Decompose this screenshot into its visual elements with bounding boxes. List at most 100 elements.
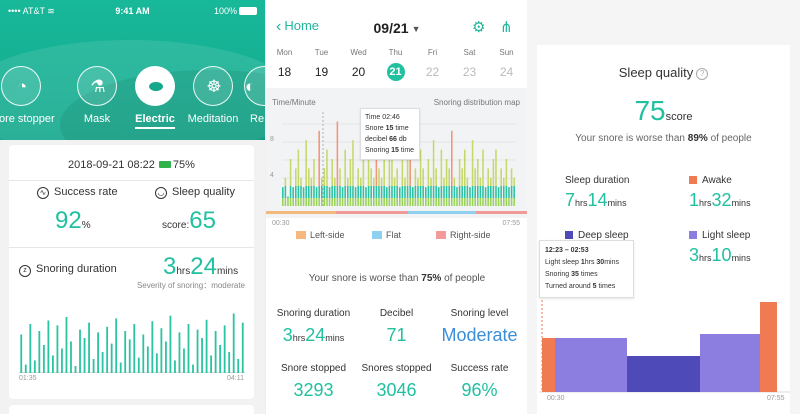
snoring-bar bbox=[232, 313, 235, 373]
day-mon[interactable]: Mon 18 bbox=[276, 48, 293, 79]
axis-start-label: 00:30 bbox=[547, 395, 565, 402]
status-bar: •••• AT&T ≋ 9:41 AM 100% bbox=[0, 6, 265, 20]
snoring-bar bbox=[456, 187, 458, 206]
day-sat[interactable]: Sat 23 bbox=[462, 48, 477, 79]
snoring-bar bbox=[106, 326, 109, 373]
snoring-bar bbox=[97, 332, 100, 373]
axis-start-label: 00:30 bbox=[272, 220, 290, 227]
daily-detail-screen: ‹ Home 09/21 ▼ ⚙ ⋔ Mon 18 Tue 19 Wed 20 Thu 21… bbox=[265, 0, 527, 414]
snoring-bar bbox=[79, 329, 81, 373]
back-button[interactable]: ‹ Home bbox=[276, 18, 320, 35]
snoring-bar bbox=[391, 140, 393, 206]
day-fri[interactable]: Fri 22 bbox=[425, 48, 440, 79]
snoring-bar bbox=[430, 177, 432, 206]
sleep-summary-card[interactable]: 2018-09-21 08:22 75% ∿ Success rate 92% ◡ S… bbox=[9, 145, 254, 399]
snoring-bar bbox=[497, 187, 500, 206]
snoring-bar bbox=[228, 352, 231, 373]
mode-relax[interactable]: ◐ Re bbox=[236, 66, 265, 125]
snoring-duration-label: z Snoring duration bbox=[19, 263, 117, 277]
day-sun[interactable]: Sun 24 bbox=[499, 48, 514, 79]
axis-start-label: 01:35 bbox=[19, 375, 37, 382]
snoring-bar bbox=[443, 177, 445, 206]
sleep-duration-cell: Sleep duration 7hrs14mins bbox=[565, 175, 630, 210]
battery-icon bbox=[158, 161, 171, 168]
snoring-bar bbox=[349, 159, 352, 206]
record-datetime: 2018-09-21 08:22 75% bbox=[68, 159, 195, 171]
mode-snore-stopper[interactable]: ◔ snore stopper bbox=[0, 66, 56, 125]
deep-sleep-segment bbox=[627, 356, 700, 392]
divider bbox=[9, 180, 254, 181]
y-tick-label: 4 bbox=[270, 172, 274, 179]
day-thu[interactable]: Thu 21 bbox=[377, 48, 414, 81]
snoring-bar bbox=[401, 149, 404, 206]
posture-right-side bbox=[336, 211, 408, 214]
pulse-icon: ∿ bbox=[37, 187, 49, 199]
success-rate-value: 92% bbox=[55, 207, 91, 234]
sleep-stage-chart[interactable] bbox=[527, 0, 800, 414]
mode-mask[interactable]: ⚗ Mask bbox=[62, 66, 132, 125]
snoring-bar bbox=[445, 159, 448, 206]
snoring-bar bbox=[432, 140, 435, 206]
snoring-bar bbox=[404, 177, 406, 206]
next-card[interactable] bbox=[9, 405, 254, 414]
snoring-bar bbox=[128, 339, 131, 373]
y-tick-label: 8 bbox=[270, 136, 274, 143]
snoring-bar bbox=[300, 177, 302, 206]
snoring-bar bbox=[490, 177, 492, 206]
snoring-bar bbox=[61, 348, 63, 373]
snoring-bar bbox=[241, 322, 244, 373]
light-sleep-segment bbox=[555, 338, 627, 392]
date-picker[interactable]: 09/21 ▼ bbox=[373, 20, 421, 36]
snoring-bar bbox=[417, 177, 419, 206]
snoring-distribution-chart[interactable]: Time/Minute Snoring distribution map 8 4… bbox=[266, 88, 527, 227]
snoring-bar bbox=[347, 177, 349, 206]
snoring-bar bbox=[477, 159, 479, 206]
snoring-bar bbox=[352, 140, 354, 206]
snoring-bar bbox=[461, 168, 463, 206]
tooltip-snore: Snore 15 time bbox=[365, 125, 409, 132]
snoring-bar bbox=[393, 177, 396, 206]
snoring-bar bbox=[192, 364, 194, 373]
snoring-bar bbox=[495, 149, 497, 206]
mode-meditation[interactable]: ☸ Meditation bbox=[178, 66, 248, 125]
snoring-bar bbox=[458, 159, 461, 206]
help-icon[interactable]: ? bbox=[696, 68, 709, 80]
snoring-bar bbox=[341, 187, 344, 206]
bottle-icon: ⚗ bbox=[90, 77, 106, 96]
snoring-timeline-chart[interactable] bbox=[19, 303, 245, 373]
day-tue[interactable]: Tue 19 bbox=[314, 48, 329, 79]
snoring-bar bbox=[282, 187, 284, 206]
axis-end-label: 07:55 bbox=[767, 395, 785, 402]
snoring-bar bbox=[466, 177, 469, 206]
share-icon[interactable]: ⋔ bbox=[500, 19, 513, 36]
snoring-bar bbox=[365, 187, 367, 206]
snoring-bar bbox=[305, 140, 307, 206]
snoring-bar bbox=[399, 187, 401, 206]
snoring-bar bbox=[88, 322, 90, 373]
axis-end-label: 07:55 bbox=[502, 220, 520, 227]
snoring-bar bbox=[287, 196, 289, 206]
snoring-bar bbox=[183, 348, 185, 373]
snoring-bar bbox=[210, 355, 213, 373]
snoring-bar bbox=[137, 357, 140, 373]
light-sleep-cell: Light sleep 3hrs10mins bbox=[689, 230, 751, 265]
snore-face-icon: z bbox=[19, 265, 31, 277]
snoring-bar bbox=[83, 338, 86, 373]
legend-left-side: Left-side bbox=[296, 230, 345, 240]
snoring-bar bbox=[169, 315, 172, 373]
settings-gear-icon[interactable]: ⚙ bbox=[472, 19, 486, 36]
sleep-quality-label: ◡ Sleep quality bbox=[155, 186, 235, 199]
snoring-bar bbox=[142, 334, 145, 373]
snoring-bar bbox=[344, 149, 346, 206]
mode-electric[interactable]: ⬬ Electric bbox=[120, 66, 190, 129]
snoring-bar bbox=[74, 366, 77, 373]
snoring-bar bbox=[155, 353, 158, 373]
day-wed[interactable]: Wed 20 bbox=[350, 48, 367, 79]
snoring-bar bbox=[367, 159, 370, 206]
snoring-bar bbox=[482, 149, 484, 206]
snoring-bar bbox=[360, 177, 362, 206]
snoring-bar bbox=[357, 168, 359, 206]
snoring-bar bbox=[469, 187, 471, 206]
stat-snore-stopped: Snore stopped 3293 bbox=[280, 363, 347, 400]
snoring-bar bbox=[406, 159, 409, 206]
